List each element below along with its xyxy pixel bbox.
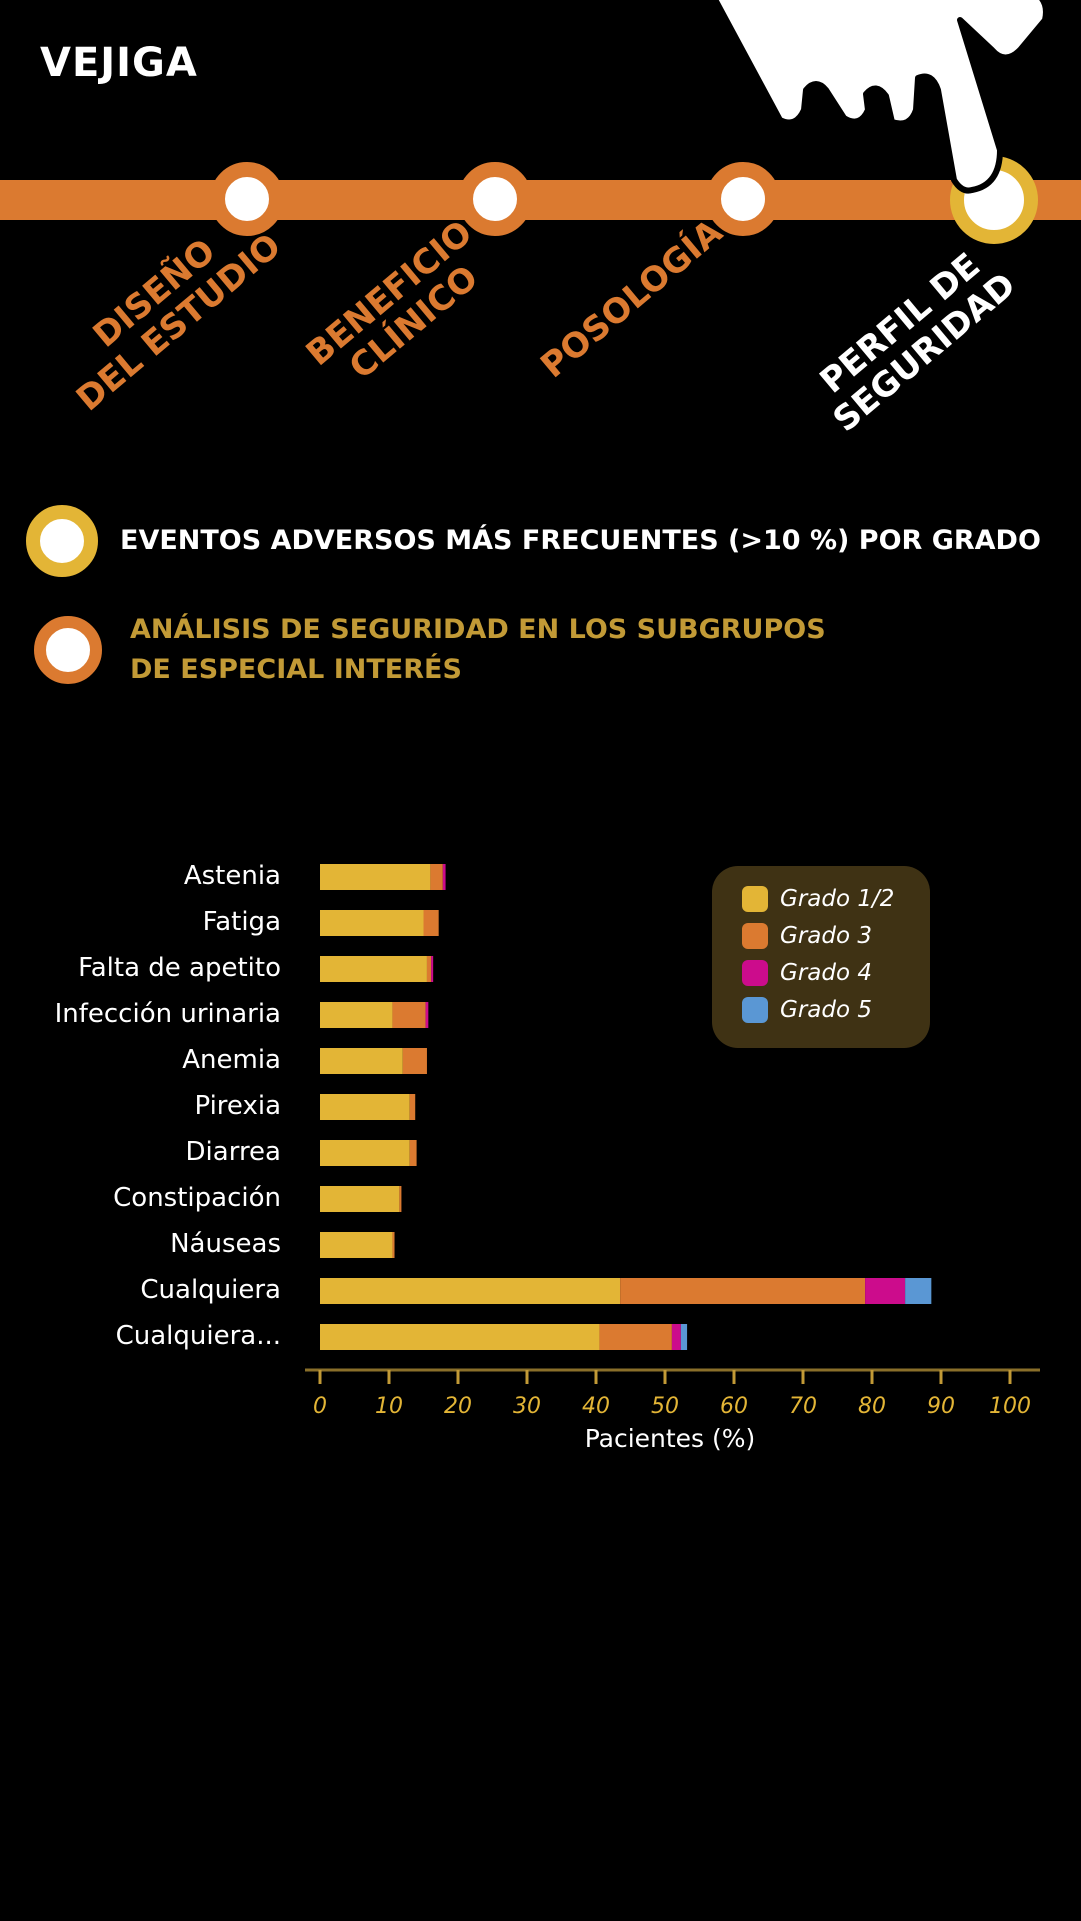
bar-segment <box>320 1186 400 1212</box>
category-label: Fatiga <box>202 907 281 937</box>
section-analisis-subgrupos[interactable]: ANÁLISIS DE SEGURIDAD EN LOS SUBGRUPOS D… <box>26 610 826 690</box>
bar-segment <box>409 1140 417 1166</box>
bar-segment <box>392 1002 426 1028</box>
x-tick-label: 30 <box>513 1394 541 1419</box>
bar-segment <box>320 1140 410 1166</box>
bar-segment <box>399 1186 402 1212</box>
step-posologia[interactable]: POSOLOGÍA <box>533 211 731 387</box>
x-tick-label: 50 <box>651 1394 679 1419</box>
category-label: Cualquiera... <box>115 1321 281 1351</box>
progress-track <box>0 180 1081 220</box>
bar-segment <box>680 1324 688 1350</box>
legend-label: Grado 5 <box>780 997 872 1023</box>
section-eventos-adversos[interactable]: EVENTOS ADVERSOS MÁS FRECUENTES (>10 %) … <box>26 505 1041 577</box>
chart-legend: Grado 1/2 Grado 3 Grado 4 Grado 5 <box>712 866 930 1048</box>
legend-item: Grado 5 <box>742 997 872 1023</box>
step-perfil[interactable]: PERFIL DE SEGURIDAD <box>802 237 1024 440</box>
x-tick-label: 40 <box>582 1394 610 1419</box>
bar-segment <box>599 1324 672 1350</box>
section-label-line1: ANÁLISIS DE SEGURIDAD EN LOS SUBGRUPOS <box>130 614 826 645</box>
step-station-diseno[interactable] <box>210 162 284 236</box>
bar-segment <box>320 1324 600 1350</box>
bar-segment <box>409 1094 416 1120</box>
category-label: Constipación <box>113 1183 281 1213</box>
x-tick-label: 70 <box>789 1394 817 1419</box>
legend-item: Grado 3 <box>742 923 872 949</box>
bar-segment <box>423 910 439 936</box>
legend-swatch <box>742 923 768 949</box>
bar-segment <box>320 1048 403 1074</box>
bar-segment <box>320 1094 410 1120</box>
bar-segment <box>430 864 443 890</box>
step-beneficio[interactable]: BENEFICIO CLÍNICO <box>299 213 504 403</box>
category-label: Infección urinaria <box>54 999 281 1029</box>
bar-segment <box>425 1002 429 1028</box>
category-label: Falta de apetito <box>78 953 281 983</box>
bar-segment <box>402 1048 427 1074</box>
x-tick-label: 10 <box>375 1394 403 1419</box>
bar-segment <box>392 1232 395 1258</box>
legend-swatch <box>742 886 768 912</box>
bar-segment <box>320 1002 393 1028</box>
bar-segment <box>865 1278 906 1304</box>
step-diseno[interactable]: DISEÑO DEL ESTUDIO <box>45 197 289 419</box>
bar-segment <box>320 1278 621 1304</box>
x-tick-label: 0 <box>313 1394 327 1419</box>
x-tick-label: 100 <box>989 1394 1031 1419</box>
x-tick-label: 90 <box>927 1394 955 1419</box>
category-label: Diarrea <box>185 1137 281 1167</box>
section-active-dot <box>26 505 98 577</box>
legend-label: Grado 4 <box>780 960 872 986</box>
bar-segment <box>320 910 424 936</box>
legend-item: Grado 4 <box>742 960 872 986</box>
legend-item: Grado 1/2 <box>742 886 894 912</box>
legend-swatch <box>742 997 768 1023</box>
bar-segment <box>431 956 434 982</box>
bar-segment <box>620 1278 866 1304</box>
section-label-line2: DE ESPECIAL INTERÉS <box>130 654 462 685</box>
page-title: VEJIGA <box>40 40 198 86</box>
bar-segment <box>442 864 446 890</box>
bar-segment <box>671 1324 681 1350</box>
legend-swatch <box>742 960 768 986</box>
category-label: Náuseas <box>170 1229 281 1259</box>
x-tick-label: 20 <box>444 1394 472 1419</box>
pointing-hand-icon <box>711 0 1049 194</box>
x-tick-label: 60 <box>720 1394 748 1419</box>
bar-segment <box>320 864 431 890</box>
bar-segment <box>426 956 432 982</box>
section-label: EVENTOS ADVERSOS MÁS FRECUENTES (>10 %) … <box>120 525 1041 556</box>
category-label: Cualquiera <box>140 1275 281 1305</box>
category-label: Astenia <box>183 861 281 891</box>
step-label-line1: POSOLOGÍA <box>533 211 731 387</box>
section-label: ANÁLISIS DE SEGURIDAD EN LOS SUBGRUPOS D… <box>130 610 826 690</box>
legend-label: Grado 3 <box>780 923 872 949</box>
bar-segment <box>905 1278 932 1304</box>
bar-segment <box>320 1232 393 1258</box>
bar-segment <box>320 956 427 982</box>
x-tick-label: 80 <box>858 1394 886 1419</box>
step-station-beneficio[interactable] <box>458 162 532 236</box>
legend-label: Grado 1/2 <box>780 886 895 912</box>
x-axis-title: Pacientes (%) <box>584 1424 756 1453</box>
category-label: Anemia <box>182 1045 281 1075</box>
category-label: Pirexia <box>194 1091 281 1121</box>
section-inactive-dot <box>34 616 102 684</box>
